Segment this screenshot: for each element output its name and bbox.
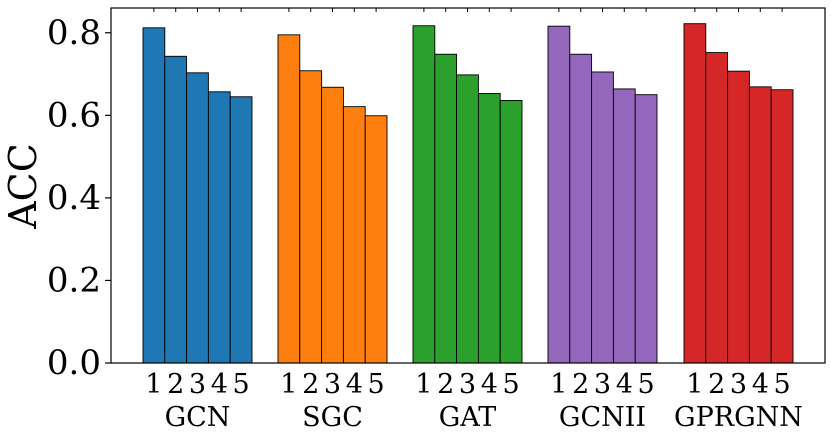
bar-gcnii-3 [591,71,614,364]
y-axis-label: ACC [1,143,45,230]
bar-gcn-3 [186,72,209,364]
bar-sgc-3 [321,86,344,364]
sub-label-gcn-5: 5 [233,369,250,400]
sub-label-gprgnn-3: 3 [730,369,747,400]
sub-label-gat-4: 4 [481,369,498,400]
bar-gprgnn-1 [683,23,707,364]
bar-gat-4 [477,92,501,364]
bar-sgc-2 [299,70,323,364]
sub-label-gcnii-4: 4 [616,369,633,400]
bar-gcn-4 [207,91,231,364]
y-tick-label: 0.0 [47,343,101,383]
bar-sgc-1 [277,34,301,364]
sub-label-gcnii-2: 2 [572,369,589,400]
sub-label-gat-2: 2 [437,369,454,400]
bar-gcn-5 [229,96,253,364]
group-label-gcnii: GCNII [559,402,646,433]
bar-gcnii-2 [569,53,593,364]
sub-label-sgc-5: 5 [368,369,385,400]
sub-label-sgc-2: 2 [302,369,319,400]
bar-gcn-2 [164,55,188,364]
sub-label-gcnii-1: 1 [550,369,567,400]
bar-sgc-4 [342,106,366,364]
sub-label-gprgnn-4: 4 [752,369,769,400]
bar-gprgnn-3 [727,70,750,364]
bar-gat-1 [412,25,436,364]
sub-label-gcnii-5: 5 [638,369,655,400]
bar-gprgnn-2 [705,52,729,364]
bar-gcnii-1 [547,25,571,364]
bar-gprgnn-4 [748,86,772,364]
sub-label-sgc-3: 3 [324,369,341,400]
top-ticks [153,8,783,12]
bar-gcnii-5 [634,94,658,364]
bars-layer [142,23,794,364]
sub-label-gcn-2: 2 [167,369,184,400]
sub-label-gcnii-3: 3 [594,369,611,400]
sub-label-gcn-4: 4 [211,369,228,400]
sub-label-gat-5: 5 [503,369,520,400]
y-tick-label: 0.4 [47,178,101,218]
sub-label-gprgnn-2: 2 [708,369,725,400]
group-label-gcn: GCN [165,402,231,433]
bar-gcn-1 [142,27,166,364]
y-axis: 0.0 0.2 0.4 0.6 0.8 [47,13,111,383]
bar-sgc-5 [364,115,388,364]
sub-label-gat-1: 1 [415,369,432,400]
y-tick-label: 0.2 [47,260,101,300]
sub-label-gprgnn-5: 5 [774,369,791,400]
group-label-gat: GAT [439,402,497,433]
sub-label-sgc-4: 4 [346,369,363,400]
bar-gcnii-4 [612,88,636,364]
sub-label-gcn-3: 3 [189,369,206,400]
sub-label-gcn-1: 1 [145,369,162,400]
bar-gat-5 [499,100,523,364]
bar-gat-3 [456,74,479,364]
group-label-gprgnn: GPRGNN [674,402,803,433]
bar-gat-2 [434,53,458,364]
group-label-sgc: SGC [302,402,363,433]
bar-gprgnn-5 [770,89,794,364]
y-tick-label: 0.6 [47,95,101,135]
y-tick-label: 0.8 [47,13,101,53]
sub-label-gat-3: 3 [459,369,476,400]
sub-label-gprgnn-1: 1 [686,369,703,400]
sub-label-sgc-1: 1 [280,369,297,400]
